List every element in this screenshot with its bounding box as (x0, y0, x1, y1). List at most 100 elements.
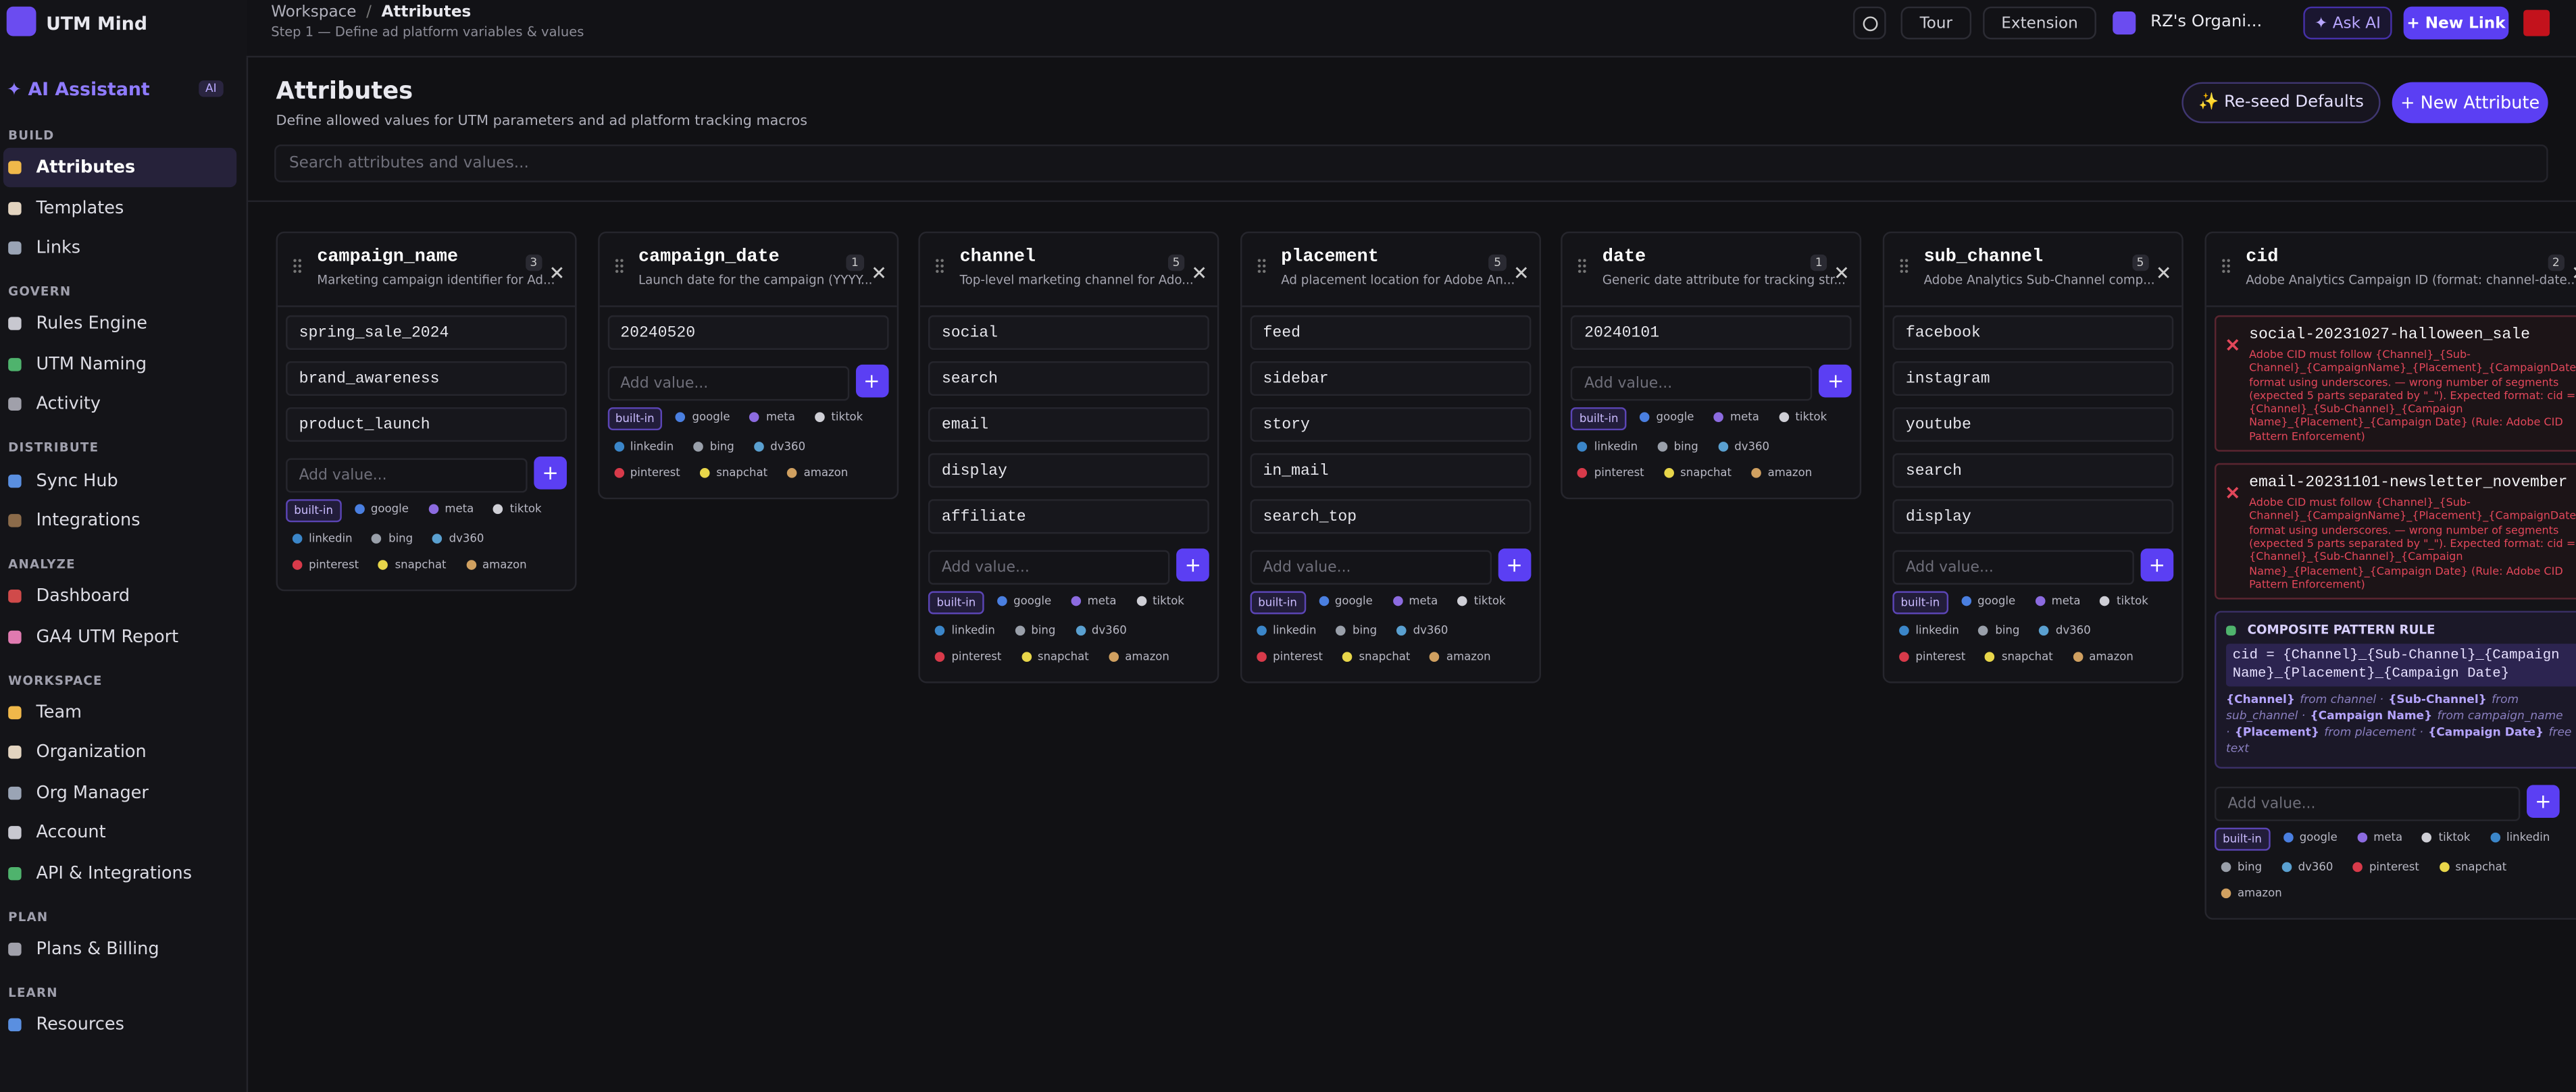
platform-tag[interactable]: bing (1330, 621, 1384, 640)
nav-item[interactable]: Integrations (3, 500, 236, 540)
platform-tag[interactable]: meta (743, 407, 802, 427)
nav-item[interactable]: Attributes (3, 147, 237, 188)
platform-tag[interactable]: meta (1386, 591, 1444, 610)
attribute-value[interactable]: youtube (1892, 407, 2174, 442)
drag-handle[interactable] (613, 257, 624, 275)
platform-tag[interactable]: pinterest (1892, 647, 1972, 667)
attribute-value[interactable]: story (1250, 407, 1531, 442)
org-name[interactable]: RZ's Organi... (2150, 13, 2263, 32)
platform-tag[interactable]: bing (2215, 858, 2269, 877)
drag-handle[interactable] (292, 257, 303, 275)
attribute-value[interactable]: 20240101 (1571, 315, 1852, 350)
delete-button[interactable] (1834, 256, 1850, 278)
platform-tag[interactable]: linkedin (1892, 621, 1965, 640)
platform-tag[interactable]: snapchat (693, 463, 774, 483)
platform-tag[interactable]: pinterest (2346, 858, 2426, 877)
platform-tag[interactable]: bing (1651, 437, 1705, 457)
nav-item[interactable]: UTM Naming (3, 344, 236, 384)
drag-handle[interactable] (1256, 257, 1267, 275)
platform-tag[interactable]: built-in (928, 591, 984, 615)
platform-tag[interactable]: built-in (286, 499, 342, 523)
platform-tag[interactable]: linkedin (2483, 828, 2556, 848)
add-value-button[interactable]: + (2527, 785, 2560, 818)
platform-tag[interactable]: linkedin (607, 437, 680, 457)
platform-tag[interactable]: bing (1008, 621, 1062, 640)
platform-tag[interactable]: amazon (1102, 647, 1176, 667)
add-value-button[interactable]: + (2140, 548, 2174, 581)
delete-button[interactable] (870, 256, 886, 278)
add-value-input[interactable]: Add value... (1892, 550, 2134, 585)
new-attribute-button[interactable]: + New Attribute (2392, 82, 2548, 124)
nav-item[interactable]: Sync Hub (3, 461, 236, 500)
platform-tag[interactable]: google (1633, 407, 1700, 427)
platform-tag[interactable]: pinterest (928, 647, 1008, 667)
platform-tag[interactable]: snapchat (1015, 647, 1096, 667)
platform-tag[interactable]: tiktok (2416, 828, 2477, 848)
platform-tag[interactable]: dv360 (747, 437, 812, 457)
platform-tag[interactable]: dv360 (426, 529, 491, 548)
attribute-value[interactable]: 20240520 (607, 315, 888, 350)
platform-tag[interactable]: linkedin (1250, 621, 1323, 640)
nav-item[interactable]: Dashboard (3, 577, 236, 617)
attribute-value[interactable]: display (928, 453, 1210, 488)
platform-tag[interactable]: meta (422, 499, 480, 519)
attribute-value[interactable]: spring_sale_2024 (286, 315, 567, 350)
platform-tag[interactable]: dv360 (2275, 858, 2340, 877)
platform-tag[interactable]: dv360 (1069, 621, 1134, 640)
add-value-button[interactable]: + (1498, 548, 1531, 581)
platform-tag[interactable]: built-in (1571, 407, 1627, 431)
attribute-value[interactable]: instagram (1892, 361, 2174, 396)
attribute-value[interactable]: search (1892, 453, 2174, 488)
platform-tag[interactable]: meta (1065, 591, 1123, 610)
platform-tag[interactable]: linkedin (286, 529, 359, 548)
add-value-button[interactable]: + (855, 364, 888, 398)
platform-tag[interactable]: amazon (1423, 647, 1497, 667)
platform-tag[interactable]: meta (2350, 828, 2409, 848)
drag-handle[interactable] (2221, 257, 2231, 275)
drag-handle[interactable] (1899, 257, 1909, 275)
platform-tag[interactable]: linkedin (928, 621, 1001, 640)
platform-tag[interactable]: built-in (1250, 591, 1306, 615)
platform-tag[interactable]: google (669, 407, 736, 427)
platform-tag[interactable]: meta (1707, 407, 1766, 427)
delete-button[interactable] (2571, 256, 2576, 278)
platform-tag[interactable]: amazon (2215, 884, 2288, 904)
add-value-button[interactable]: + (1176, 548, 1210, 581)
attribute-value[interactable]: affiliate (928, 499, 1210, 534)
nav-item[interactable]: Activity (3, 384, 236, 424)
drag-handle[interactable] (935, 257, 945, 275)
delete-button[interactable] (1191, 256, 1207, 278)
attribute-value[interactable]: display (1892, 499, 2174, 534)
nav-item[interactable]: Resources (3, 1006, 236, 1045)
add-value-button[interactable]: + (534, 457, 567, 490)
nav-item[interactable]: Team (3, 693, 236, 733)
platform-tag[interactable]: tiktok (1772, 407, 1834, 427)
ai-assistant[interactable]: ✦ AI Assistant (6, 78, 150, 101)
delete-button[interactable] (1513, 256, 1529, 278)
drag-handle[interactable] (1577, 257, 1588, 275)
attribute-value[interactable]: search (928, 361, 1210, 396)
extension-icon[interactable] (2523, 9, 2550, 36)
nav-item[interactable]: Rules Engine (3, 304, 236, 344)
search-input[interactable]: Search attributes and values... (274, 144, 2548, 182)
new-link-button[interactable]: + New Link (2403, 6, 2509, 40)
platform-tag[interactable]: dv360 (2033, 621, 2098, 640)
attribute-value[interactable]: sidebar (1250, 361, 1531, 396)
attribute-value[interactable]: feed (1250, 315, 1531, 350)
extension-button[interactable]: Extension (1983, 6, 2096, 40)
attribute-value[interactable]: in_mail (1250, 453, 1531, 488)
platform-tag[interactable]: snapchat (1336, 647, 1417, 667)
platform-tag[interactable]: google (348, 499, 415, 519)
add-value-input[interactable]: Add value... (1571, 366, 1813, 401)
platform-tag[interactable]: dv360 (1390, 621, 1455, 640)
nav-item[interactable]: Links (3, 228, 236, 267)
platform-tag[interactable]: snapchat (372, 555, 453, 575)
platform-tag[interactable]: pinterest (1250, 647, 1330, 667)
platform-tag[interactable]: tiktok (1130, 591, 1191, 610)
platform-tag[interactable]: pinterest (286, 555, 365, 575)
breadcrumb-link[interactable]: Workspace (271, 3, 357, 22)
platform-tag[interactable]: google (990, 591, 1058, 610)
attribute-value[interactable]: product_launch (286, 407, 567, 442)
add-value-input[interactable]: Add value... (286, 458, 528, 493)
platform-tag[interactable]: amazon (2066, 647, 2140, 667)
